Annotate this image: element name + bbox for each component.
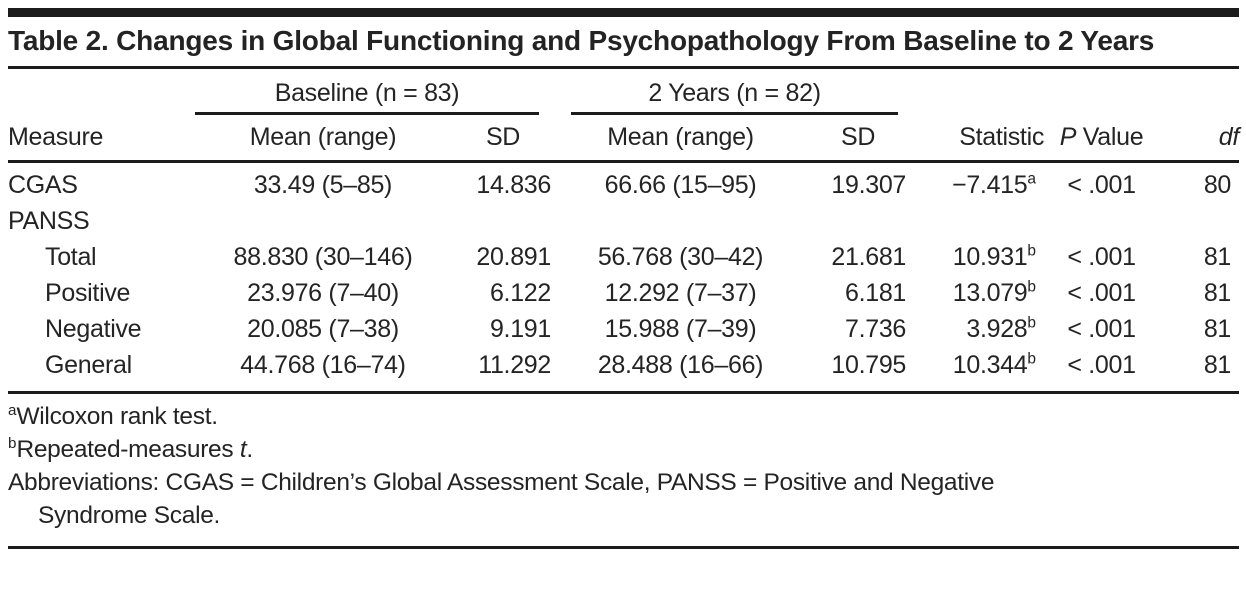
y2-mean-cell — [553, 203, 808, 239]
col-header-y2-mean: Mean (range) — [553, 115, 809, 163]
statistic-cell: 10.344b — [952, 350, 1037, 379]
y2-sd-cell — [808, 203, 908, 239]
statistic-cell: 3.928b — [966, 314, 1037, 343]
footnote-b: bRepeated-measures t. — [8, 434, 253, 463]
bottom-rule — [8, 546, 1239, 549]
measure-cell: CGAS — [8, 171, 78, 199]
abbreviations-line-1: Abbreviations: CGAS = Children’s Global … — [8, 469, 995, 496]
data-table: Baseline (n = 83) 2 Years (n = 82) Measu… — [8, 69, 1239, 394]
two-years-group-header: 2 Years (n = 82) — [553, 69, 908, 115]
y2-sd-cell: 6.181 — [844, 279, 907, 307]
table-row-panss-positive: Positive 23.976 (7–40) 6.122 12.292 (7–3… — [8, 275, 1239, 311]
baseline-sd-cell: 6.122 — [489, 279, 552, 307]
p-value-cell: < .001 — [1067, 171, 1136, 199]
baseline-group-header: Baseline (n = 83) — [193, 69, 553, 115]
statistic-cell: −7.415a — [952, 170, 1037, 199]
table-body: CGAS 33.49 (5–85) 14.836 66.66 (15–95) 1… — [8, 162, 1239, 393]
table-footnotes: aWilcoxon rank test. bRepeated-measures … — [8, 394, 1239, 532]
footnote-marker: b — [1027, 278, 1037, 296]
statistic-cell: 10.931b — [952, 242, 1037, 271]
baseline-mean-cell: 23.976 (7–40) — [247, 279, 399, 307]
y2-mean-cell: 56.768 (30–42) — [597, 243, 764, 271]
y2-mean-cell: 15.988 (7–39) — [604, 315, 757, 343]
baseline-mean-cell: 20.085 (7–38) — [247, 315, 399, 343]
two-years-group-label: 2 Years (n = 82) — [571, 69, 899, 115]
baseline-sd-cell: 14.836 — [476, 171, 552, 199]
y2-sd-cell: 7.736 — [844, 315, 907, 343]
y2-mean-cell: 28.488 (16–66) — [597, 351, 764, 379]
col-header-measure: Measure — [8, 115, 193, 163]
y2-mean-cell: 66.66 (15–95) — [604, 171, 757, 199]
table-row-panss: PANSS — [8, 203, 1239, 239]
p-value-cell: < .001 — [1067, 243, 1136, 271]
col-header-statistic: Statistic — [908, 115, 1044, 163]
baseline-mean-cell — [193, 203, 453, 239]
col-header-baseline-mean: Mean (range) — [193, 115, 453, 163]
df-cell: 81 — [1203, 243, 1232, 271]
footnote-marker: b — [1027, 314, 1037, 332]
y2-sd-cell: 10.795 — [831, 351, 907, 379]
df-cell: 81 — [1203, 279, 1232, 307]
baseline-sd-cell — [453, 203, 553, 239]
footnote-a: aWilcoxon rank test. — [8, 401, 218, 430]
baseline-mean-cell: 33.49 (5–85) — [253, 171, 393, 199]
table-title: Table 2. Changes in Global Functioning a… — [8, 25, 1155, 56]
statistic-cell: 13.079b — [952, 278, 1037, 307]
spacer-cell — [8, 69, 193, 115]
df-cell: 80 — [1203, 171, 1232, 199]
baseline-mean-cell: 44.768 (16–74) — [240, 351, 406, 379]
footnote-marker: b — [1027, 350, 1037, 368]
baseline-sd-cell: 20.891 — [476, 243, 552, 271]
column-header-row: Measure Mean (range) SD Mean (range) SD … — [8, 115, 1239, 163]
footnote-b-marker: b — [8, 434, 17, 452]
measure-cell: PANSS — [8, 207, 90, 235]
table-header: Baseline (n = 83) 2 Years (n = 82) Measu… — [8, 69, 1239, 163]
p-value-cell — [1044, 203, 1159, 239]
table-row-panss-total: Total 88.830 (30–146) 20.891 56.768 (30–… — [8, 239, 1239, 275]
y2-sd-cell: 19.307 — [831, 171, 907, 199]
col-header-y2-sd: SD — [808, 115, 909, 163]
measure-cell: Total — [45, 243, 97, 271]
table-row-panss-negative: Negative 20.085 (7–38) 9.191 15.988 (7–3… — [8, 311, 1239, 347]
y2-mean-cell: 12.292 (7–37) — [604, 279, 757, 307]
measure-cell: General — [45, 351, 132, 379]
table-row-panss-general: General 44.768 (16–74) 11.292 28.488 (16… — [8, 347, 1239, 393]
col-header-df: df — [1159, 115, 1239, 163]
col-header-p-value: P Value — [1044, 115, 1160, 163]
abbreviations-line-2: Syndrome Scale. — [38, 502, 221, 529]
column-group-row: Baseline (n = 83) 2 Years (n = 82) — [8, 69, 1239, 115]
df-cell — [1159, 203, 1239, 239]
baseline-sd-cell: 11.292 — [478, 351, 552, 379]
spacer-cell — [908, 69, 1239, 115]
footnote-abbreviations: Abbreviations: CGAS = Children’s Global … — [8, 466, 1239, 532]
df-cell: 81 — [1203, 315, 1232, 343]
col-header-baseline-sd: SD — [453, 115, 554, 163]
p-value-cell: < .001 — [1067, 279, 1136, 307]
p-value-cell: < .001 — [1067, 315, 1136, 343]
baseline-sd-cell: 9.191 — [489, 315, 552, 343]
baseline-mean-cell: 88.830 (30–146) — [233, 243, 413, 271]
y2-sd-cell: 21.681 — [831, 243, 907, 271]
baseline-group-label: Baseline (n = 83) — [195, 69, 540, 115]
p-value-cell: < .001 — [1067, 351, 1136, 379]
title-rule — [8, 66, 1239, 69]
measure-cell: Positive — [45, 279, 131, 307]
top-rule — [8, 8, 1239, 17]
footnote-marker: a — [1027, 170, 1037, 188]
table-row-cgas: CGAS 33.49 (5–85) 14.836 66.66 (15–95) 1… — [8, 162, 1239, 204]
footnote-marker: b — [1027, 242, 1037, 260]
footnote-a-marker: a — [8, 401, 17, 419]
measure-cell: Negative — [45, 315, 142, 343]
statistic-cell — [908, 203, 1044, 239]
df-cell: 81 — [1203, 351, 1232, 379]
